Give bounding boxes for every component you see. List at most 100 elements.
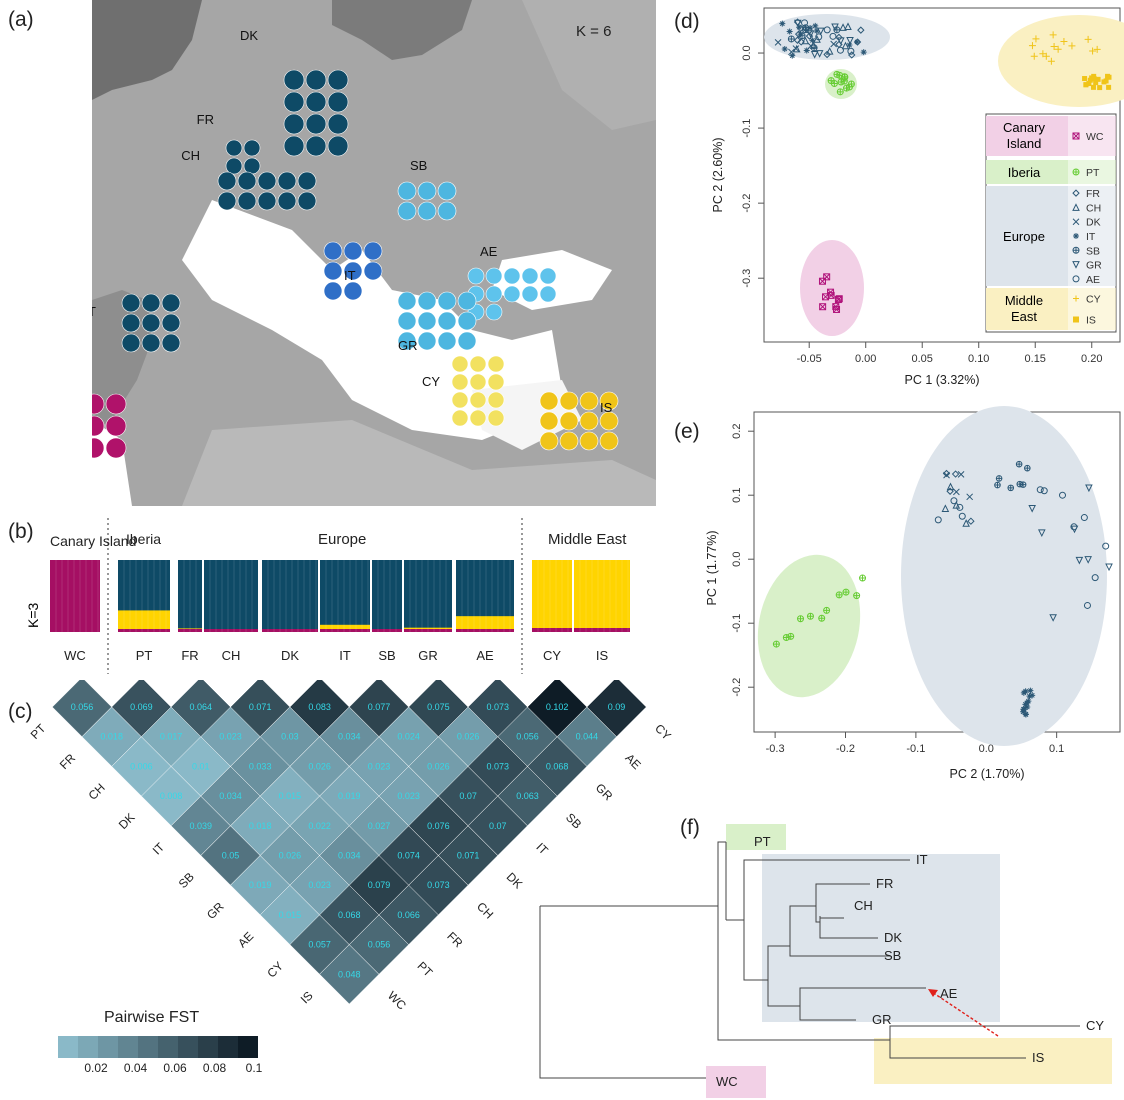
point-star (779, 20, 786, 27)
point-plus (1089, 47, 1097, 55)
point-plusc (853, 592, 861, 600)
pie-fr (243, 157, 261, 175)
pie-group-it (323, 241, 383, 301)
x-tick-label: 0.05 (912, 353, 933, 365)
x-tick-label: -0.3 (766, 743, 785, 755)
x-tick-label: 0.20 (1081, 353, 1102, 365)
point-plusc (859, 574, 867, 582)
structure-pop-cy: CY (543, 648, 561, 663)
point-cross (838, 78, 845, 85)
site-label-dk: DK (240, 28, 258, 43)
pca-d-ylabel: PC 2 (2.60%) (711, 137, 725, 212)
legend-code-ch: CH (1086, 202, 1101, 214)
bar-canary-strip (262, 629, 318, 632)
tree-tip-ch: CH (854, 898, 873, 913)
point-triangle (844, 22, 852, 30)
point-ast (819, 303, 827, 311)
point-tridown (1028, 504, 1036, 513)
point-plus (1068, 42, 1076, 50)
legend-code-wc: WC (1086, 131, 1104, 143)
bar-europe-fill (372, 560, 402, 632)
structure-bar-ch (204, 560, 258, 632)
point-cross (853, 592, 860, 599)
population-map: DKFRCHSBITAEGRPTCYISWC K = 6 (92, 0, 656, 506)
tree-tip-is: IS (1032, 1050, 1045, 1065)
point-x (943, 471, 950, 479)
pie-is (599, 391, 619, 411)
pie-gr (417, 291, 437, 311)
point-plusc (836, 88, 844, 96)
fst-legend-swatch (98, 1036, 118, 1058)
pie-it (323, 281, 343, 301)
pie-ae (485, 267, 503, 285)
point-x (1072, 132, 1080, 140)
fst-legend-swatch (218, 1036, 238, 1058)
x-tick-label: 0.0 (979, 743, 994, 755)
point-ast (833, 305, 841, 313)
bar-middle-east-fill (574, 560, 630, 632)
pie-wc (105, 415, 127, 437)
point-x (957, 471, 965, 478)
pie-ch (257, 171, 277, 191)
pie-gr (397, 311, 417, 331)
legend-code-is: IS (1086, 315, 1096, 327)
pie-is (559, 391, 579, 411)
structure-bar-cy (532, 560, 572, 632)
structure-pop-ae: AE (476, 648, 494, 663)
point-plus (1030, 52, 1038, 60)
legend-code-ae: AE (1086, 274, 1100, 286)
point-plusc (841, 73, 849, 81)
point-circle (815, 33, 823, 41)
point-diamond (1072, 189, 1080, 197)
pca-plot-d: -0.05 0.00 0.05 0.10 0.15 0.20 0.0 -0.1 -0.2 -0.3… (711, 7, 1124, 387)
fst-cell-value: 0.056 (71, 702, 94, 712)
fst-cell-value: 0.083 (308, 702, 331, 712)
panel-f-label: (f) (680, 816, 700, 839)
fst-cell-value: 0.09 (608, 702, 626, 712)
point-diamond (793, 36, 802, 44)
point-cross (837, 88, 844, 95)
pie-it (363, 261, 383, 281)
point-cross (1017, 481, 1023, 487)
point-tridown (1072, 261, 1080, 269)
point-square (1095, 76, 1101, 82)
fst-cell-value: 0.069 (130, 702, 153, 712)
pie-cy (451, 373, 469, 391)
bar-canary-strip (204, 629, 258, 632)
fst-row-label-sb: SB (176, 870, 197, 891)
fst-cell-value: 0.026 (279, 850, 302, 860)
point-ast (818, 277, 826, 285)
pie-ae (539, 267, 557, 285)
fst-legend-swatch (238, 1036, 258, 1058)
pie-wc (92, 393, 105, 415)
bar-europe-fill (320, 560, 370, 632)
point-triangle (946, 482, 955, 491)
fst-row-label-ae: AE (235, 929, 256, 950)
structure-plot: K=3 Canary Island Iberia Europe Middle E… (25, 518, 630, 674)
point-cross (802, 26, 809, 33)
point-plusc (797, 615, 805, 623)
fst-cell-value: 0.015 (279, 791, 302, 801)
fst-legend-tick: 0.1 (246, 1061, 263, 1075)
point-tridown (1085, 484, 1093, 493)
fst-cell-value: 0.019 (338, 791, 361, 801)
point-tridown (1070, 525, 1079, 534)
point-cross (996, 475, 1002, 482)
point-diamond (793, 18, 802, 26)
pie-is (539, 411, 559, 431)
fst-cell-value: 0.077 (368, 702, 391, 712)
point-x (1072, 218, 1080, 226)
point-star (807, 24, 814, 31)
point-circle (1080, 514, 1088, 522)
point-x (966, 493, 974, 501)
point-x (835, 295, 843, 303)
fst-col-label-ae: AE (622, 751, 643, 772)
point-plus (1050, 43, 1058, 51)
bar-europe-fill (404, 560, 452, 632)
pie-sb (417, 201, 437, 221)
point-cross (833, 71, 840, 78)
fst-cell-value: 0.026 (308, 761, 331, 771)
point-star (789, 52, 796, 59)
pie-group-ae (467, 267, 557, 321)
pie-cy (487, 373, 505, 391)
